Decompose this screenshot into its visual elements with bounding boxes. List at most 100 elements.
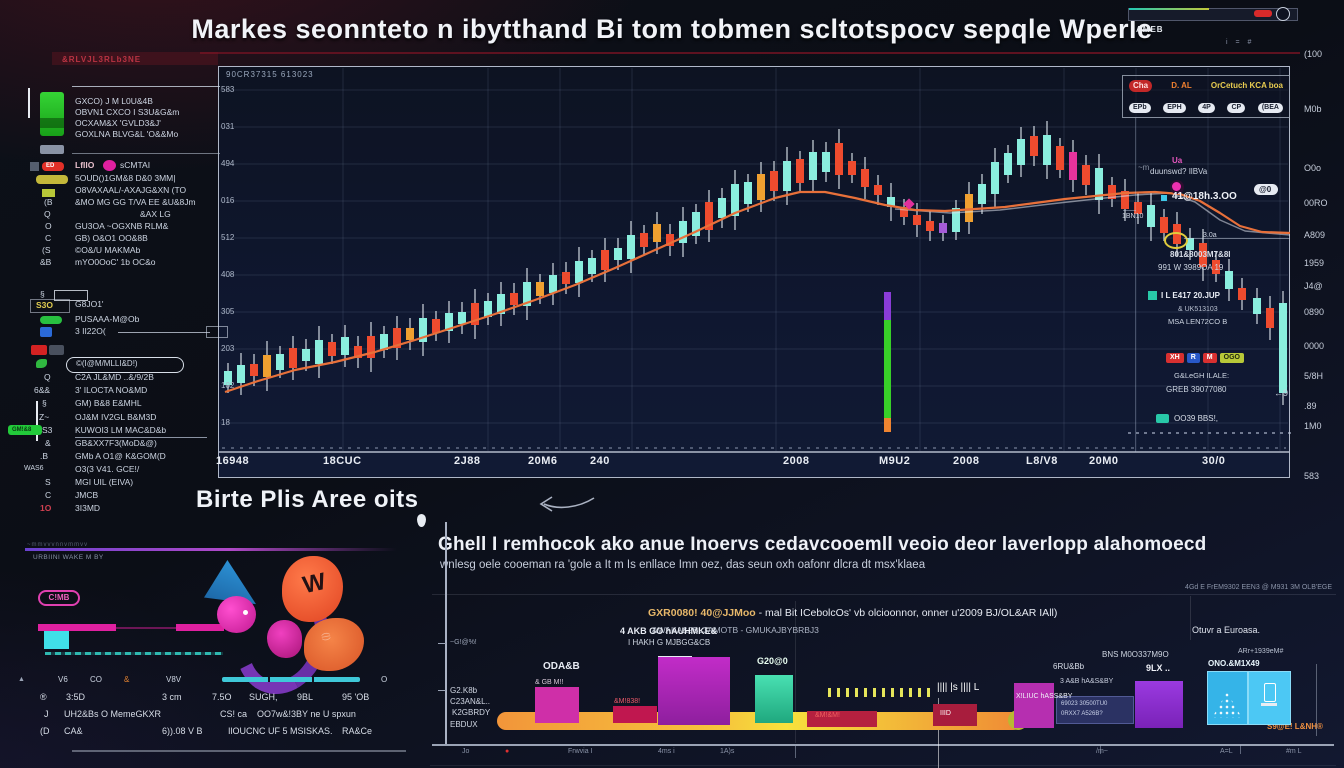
toolbar-meta: i = # [1226,39,1255,46]
candle-body [952,208,960,232]
y-axis-label-right: (100 [1304,49,1323,59]
sidebar-item[interactable]: JMCB [75,490,99,500]
x-axis-label: 240 [590,455,610,467]
legend-chip[interactable]: EPb [1129,102,1151,113]
bottom-chart-bar[interactable] [535,687,579,723]
legend-chip[interactable]: EPH [1163,102,1186,113]
bottom-chart-bar[interactable] [1135,681,1183,728]
candle-body [1108,185,1116,199]
legend-chip[interactable]: (BEA [1257,102,1283,113]
chart-annotation: 3.0a [1203,232,1217,239]
sidebar-item[interactable]: mYO0OoC' 1b OC&o [75,257,156,267]
footer-table-cell: 95 'OB [342,692,370,702]
panel-chip[interactable]: M [1202,353,1217,364]
sidebar-icon: Z~ [39,412,50,422]
bottom-bar-label: & GB M!! [535,679,564,686]
sidebar-item[interactable]: GM) B&8 E&MHL [75,398,142,408]
teal-sq-icon-1 [1148,291,1157,300]
bottom-left-row: C23AN&L.. [450,697,491,706]
sidebar-item[interactable]: 3' ILOCTA NO&MD [75,385,148,395]
bottom-chart-bar[interactable] [933,704,977,726]
bottom-bar-label: ODA&B [543,661,580,672]
toolbar-label[interactable]: AMEB [1136,25,1164,34]
top-left-tag[interactable]: &RLVJL3RLb3NE [62,55,142,64]
panel-chip[interactable]: XH [1166,353,1184,364]
candle-body [744,182,752,204]
orange-blob-2 [304,618,364,671]
teal-dash-line [45,652,223,655]
panel-chip[interactable]: OGO [1219,353,1244,364]
candle-body [406,328,414,340]
bottom-bar-label: &M!838! [614,698,641,705]
bottom-chart-bar[interactable] [1014,683,1054,728]
y-axis-label-right: 1959 [1304,258,1325,268]
candle-body [679,221,687,243]
legend-chip[interactable]: 4P [1198,102,1215,113]
sidebar-item[interactable]: O8VAXAAL/-AXAJG&XN (TO [75,185,187,195]
footer-icon[interactable]: ▲ [18,676,25,683]
sidebar-item[interactable]: C2A JL&MD ..&/9/2B [75,372,154,382]
sidebar-item[interactable]: GB) O&O1 OO&8B [75,233,148,243]
sidebar-item[interactable]: LfllO [75,160,95,170]
candle-body [354,346,362,358]
sidebar-item[interactable]: GXCO) J M L0U&4B [75,96,153,106]
candle-body [1147,205,1155,227]
sidebar-item[interactable]: PUSAAA-M@Ob [75,314,140,324]
bottom-chart-bar[interactable] [807,711,877,727]
footer-icon[interactable]: CO [90,675,102,684]
sidebar-item[interactable]: GOXLNA BLVG&L 'O&&Mo [75,129,179,139]
y-axis-label-left: 18 [221,418,230,427]
indigo-line-1: 69023 30500TU0 [1061,701,1108,707]
footer-icon[interactable]: & [124,675,130,684]
y-axis-label-right: O0o [1304,163,1322,173]
bottom-chart-bar[interactable] [755,675,793,723]
sidebar-item[interactable]: &MO MG GG T/VA EE &U&8Jm [75,197,196,207]
sb-green-pill-d [8,425,42,435]
info-top-label: URBIINI WAKE M BY [33,554,104,561]
candle-body [913,215,921,225]
sidebar-item[interactable]: OJ&M IV2GL B&M3D [75,412,157,422]
sidebar-item[interactable]: GB&XX7F3(MoD&@) [75,438,157,448]
legend-series-label[interactable]: D. AL [1171,81,1192,91]
cyan-sq-icon [1161,195,1167,201]
footer-icon[interactable]: V8V [166,675,182,684]
info-pill-badge[interactable]: C!MB [38,590,80,606]
cyan-progress[interactable] [222,677,360,682]
legend-series-label[interactable]: OrCetuch KCA boa [1210,81,1283,91]
candle-body [341,337,349,355]
b-xaxis [432,744,1334,746]
main-chart-panel[interactable] [218,66,1290,478]
sidebar-item[interactable]: &AX LG [140,209,171,219]
panel-chip[interactable]: R [1186,353,1200,364]
sidebar-item[interactable]: GMb A O1@ K&GOM(D [75,451,166,461]
sidebar-item[interactable]: G8JO1' [75,299,104,309]
sidebar-item[interactable]: ©O&/U MAKMAb [75,245,141,255]
bottom-left-row: G2.K8b [450,686,478,695]
sidebar-item[interactable]: 5OUD()1GM&8 D&0 3MM| [75,173,176,183]
panel-chips-row[interactable]: XH R M OGO [1166,353,1244,364]
sidebar-item[interactable]: OCXAM&X 'GVLD3&J' [75,118,161,128]
candle-body [263,355,271,377]
sb-green-band [40,118,64,128]
sidebar-item[interactable]: 3I3MD [75,503,101,513]
chart-note: 90CR37315 613023 [226,70,314,79]
bottom-chart-bar[interactable] [658,657,730,725]
candle-body [445,313,453,331]
chart-legend[interactable]: Cha D. AL OrCetuch KCA boa EPb EPH 4P CP (BEA [1122,75,1290,118]
sidebar-item[interactable]: O3(3 V41. GCE!/ [75,464,140,474]
sidebar-item[interactable]: OBVN1 CXCO I S3U&G&m [75,107,180,117]
legend-chip[interactable]: CP [1227,102,1246,113]
indigo-info-panel[interactable]: 69023 30500TU0 0RXX7 A526B? [1056,696,1134,724]
bottom-chart-bar[interactable] [613,706,657,723]
legend-series-label[interactable]: Cha [1129,80,1153,92]
footer-table-cell: IlOUCNC UF 5 MSISKAS. [228,726,333,736]
sidebar-item[interactable]: MGI UIL (EIVA) [75,477,134,487]
sidebar-item[interactable]: 3 II22O( [75,326,106,336]
footer-icon[interactable]: O [381,675,388,684]
sidebar-item[interactable]: sCMTAI [120,160,151,170]
sidebar-item[interactable]: GU3OA ~OGXNB RLM& [75,221,169,231]
candle-body [718,198,726,218]
orange-note: S9@E! L&NH® [1267,722,1323,731]
sidebar-item[interactable]: KUWOI3 LM MAC&D&b [75,425,167,435]
footer-icon[interactable]: V6 [58,675,68,684]
